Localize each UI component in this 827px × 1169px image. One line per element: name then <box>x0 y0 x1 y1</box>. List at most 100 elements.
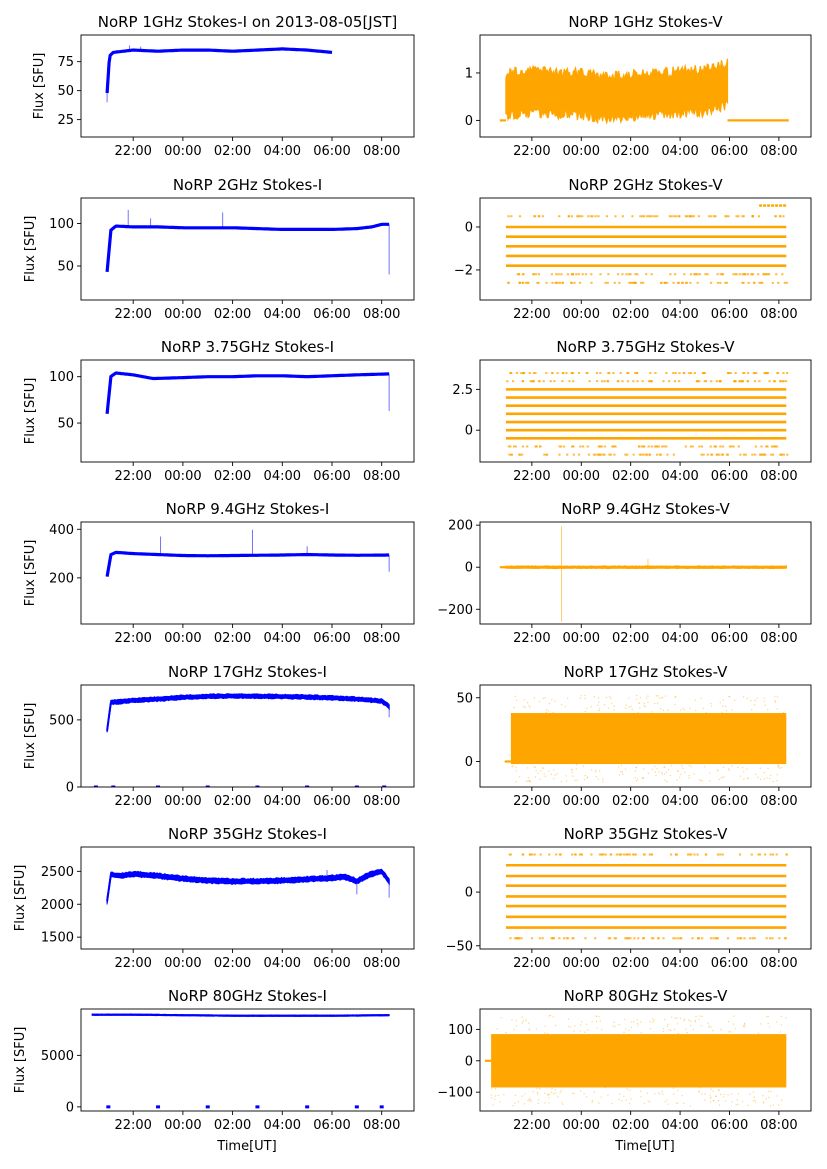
y-tick-label: 50 <box>57 84 74 99</box>
data-point <box>700 1024 703 1027</box>
plot-area-p4v <box>499 526 787 622</box>
level-point <box>665 372 668 375</box>
data-point <box>512 1104 514 1107</box>
x-tick-label: 08:00 <box>363 631 400 646</box>
plot-area-p5i <box>93 693 390 787</box>
data-point <box>645 697 648 700</box>
data-point <box>613 705 616 708</box>
data-point <box>516 699 518 702</box>
level-point <box>618 853 621 856</box>
y-tick-label: 0 <box>465 561 473 576</box>
x-tick-label: 00:00 <box>164 469 201 484</box>
data-point <box>539 770 542 772</box>
data-point <box>720 776 722 779</box>
data-point <box>693 773 695 775</box>
data-point <box>700 779 702 781</box>
y-tick-label: 50 <box>456 691 473 706</box>
data-point <box>769 777 771 779</box>
level-point <box>521 445 525 448</box>
level-point <box>657 445 660 448</box>
data-point <box>663 1018 666 1021</box>
data-point <box>598 708 601 710</box>
data-point <box>521 1095 523 1097</box>
data-point <box>780 1015 783 1018</box>
data-point <box>584 774 586 777</box>
data-point <box>628 1029 630 1031</box>
y-tick-label: 1500 <box>41 931 74 946</box>
level-point <box>700 453 703 456</box>
level-point <box>518 281 522 284</box>
data-point <box>548 702 551 705</box>
data-point <box>656 702 659 704</box>
level-point <box>738 853 742 856</box>
level-point <box>586 445 589 448</box>
data-point <box>623 1095 625 1098</box>
level-point <box>601 380 604 383</box>
data-point <box>688 764 691 767</box>
data-point <box>526 780 528 783</box>
x-tick-label: 00:00 <box>563 144 600 159</box>
data-point <box>660 697 662 699</box>
level-point <box>690 853 693 856</box>
level-point <box>648 853 651 856</box>
data-point <box>636 1019 638 1021</box>
y-tick-label: 0 <box>465 424 473 439</box>
level-point <box>679 937 682 940</box>
y-tick-label: 400 <box>49 523 74 538</box>
level-point <box>516 273 519 276</box>
data-point <box>497 1094 499 1097</box>
level-point <box>689 445 693 448</box>
level-point <box>672 453 675 456</box>
data-point <box>752 1091 755 1093</box>
data-point <box>640 1090 642 1093</box>
level-point <box>591 215 594 218</box>
data-point <box>723 775 725 778</box>
level-point <box>597 453 600 456</box>
level-point <box>600 445 603 448</box>
level-point <box>693 372 696 375</box>
y-tick-label: 200 <box>49 571 74 586</box>
data-point <box>621 771 623 773</box>
data-point <box>625 704 627 706</box>
data-point <box>698 1018 700 1021</box>
x-tick-label: 06:00 <box>711 631 748 646</box>
level-point <box>571 853 574 856</box>
y-tick-label: 100 <box>49 370 74 385</box>
data-point <box>704 1093 706 1095</box>
data-point <box>712 1099 715 1102</box>
data-point <box>765 1098 767 1100</box>
level-point <box>521 380 524 383</box>
plot-area-p1i <box>105 45 333 103</box>
level-point <box>737 445 740 448</box>
level-point <box>645 215 649 218</box>
level-point <box>667 380 671 383</box>
level-point <box>561 281 564 284</box>
x-tick-label: 02:00 <box>214 307 251 322</box>
data-point <box>674 1017 676 1020</box>
data-point <box>695 1015 697 1018</box>
data-point <box>554 1024 557 1027</box>
x-tick-label: 04:00 <box>264 469 301 484</box>
level-point <box>527 281 530 284</box>
data-point <box>533 765 535 768</box>
level-point <box>517 937 520 940</box>
data-point <box>772 780 774 783</box>
x-tick-label: 22:00 <box>114 469 151 484</box>
x-tick-label: 08:00 <box>760 307 797 322</box>
data-point <box>662 1028 665 1030</box>
plot-area-p7i <box>91 1013 390 1109</box>
level-point <box>661 445 664 448</box>
data-point <box>743 1022 746 1025</box>
panel-title: NoRP 35GHz Stokes-V <box>564 825 729 843</box>
level-point <box>710 215 713 218</box>
panel-title: NoRP 9.4GHz Stokes-V <box>561 500 730 518</box>
data-point <box>600 1096 602 1098</box>
data-point <box>599 1020 601 1022</box>
data-point <box>766 1016 768 1018</box>
panel-title: NoRP 9.4GHz Stokes-I <box>166 500 330 518</box>
data-point <box>625 1099 627 1101</box>
data-point <box>658 697 660 699</box>
data-line <box>105 371 390 414</box>
level-point <box>509 937 512 940</box>
level-point <box>634 853 637 856</box>
